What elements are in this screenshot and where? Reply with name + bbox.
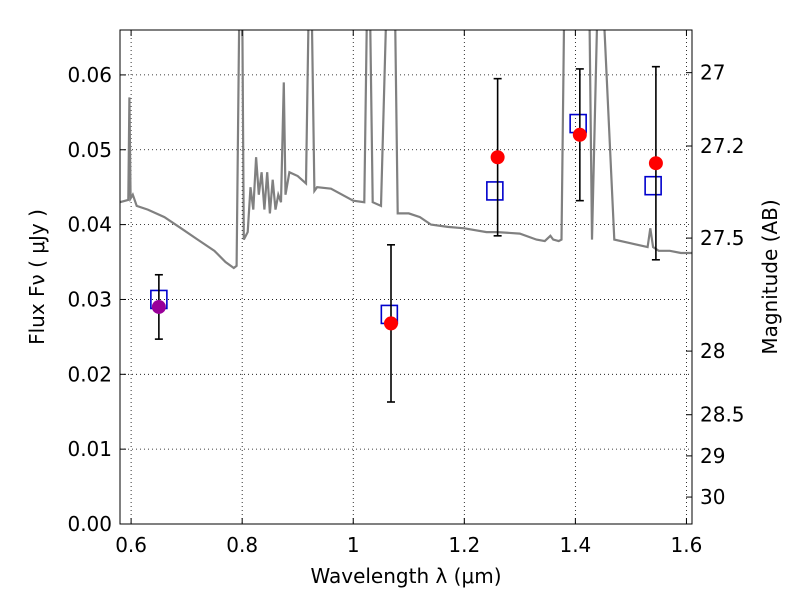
x-tick-label: 1.2 — [448, 533, 480, 557]
mag-tick-label: 27.2 — [700, 134, 745, 158]
observed-point — [151, 299, 166, 314]
observed-point — [384, 316, 399, 331]
model-square-marker — [644, 175, 662, 196]
mag-tick-label: 27 — [700, 61, 725, 85]
mag-tick-label: 28.5 — [700, 403, 745, 427]
model-spectrum-line — [120, 30, 692, 270]
y-tick-label: 0.02 — [67, 362, 112, 386]
y-tick-label: 0.03 — [67, 287, 112, 311]
y-tick-label: 0.06 — [67, 63, 112, 87]
axis-ticks: 0.6 0.8 1 1.2 1.4 1.6 0.00 0.01 0.02 0.03 0.04 0.05… — [67, 30, 745, 557]
mag-tick-label: 30 — [700, 485, 725, 509]
x-axis-label: Wavelength λ (μm) — [310, 564, 501, 588]
grid-lines — [120, 30, 692, 525]
y-tick-label: 0.04 — [67, 213, 112, 237]
mag-tick-label: 29 — [700, 444, 725, 468]
model-spectrum-layer — [120, 30, 692, 270]
observed-point — [572, 127, 587, 142]
x-tick-label: 0.6 — [115, 533, 147, 557]
right-axis-label: Magnitude (AB) — [758, 199, 782, 354]
observed-point — [490, 150, 505, 165]
y-tick-label: 0.01 — [67, 437, 112, 461]
mag-tick-label: 27.5 — [700, 226, 745, 250]
x-tick-label: 1 — [347, 533, 360, 557]
plot-frame — [119, 29, 693, 525]
x-tick-label: 1.6 — [671, 533, 703, 557]
y-tick-label: 0.00 — [67, 512, 112, 536]
observed-point — [648, 156, 663, 171]
mag-tick-label: 28 — [700, 339, 725, 363]
photometry-markers — [150, 65, 663, 403]
x-tick-label: 1.4 — [559, 533, 591, 557]
y-axis-label: Flux Fν ( μJy ) — [25, 209, 49, 345]
y-tick-label: 0.05 — [67, 138, 112, 162]
x-tick-label: 0.8 — [226, 533, 258, 557]
model-square-marker — [486, 181, 504, 201]
